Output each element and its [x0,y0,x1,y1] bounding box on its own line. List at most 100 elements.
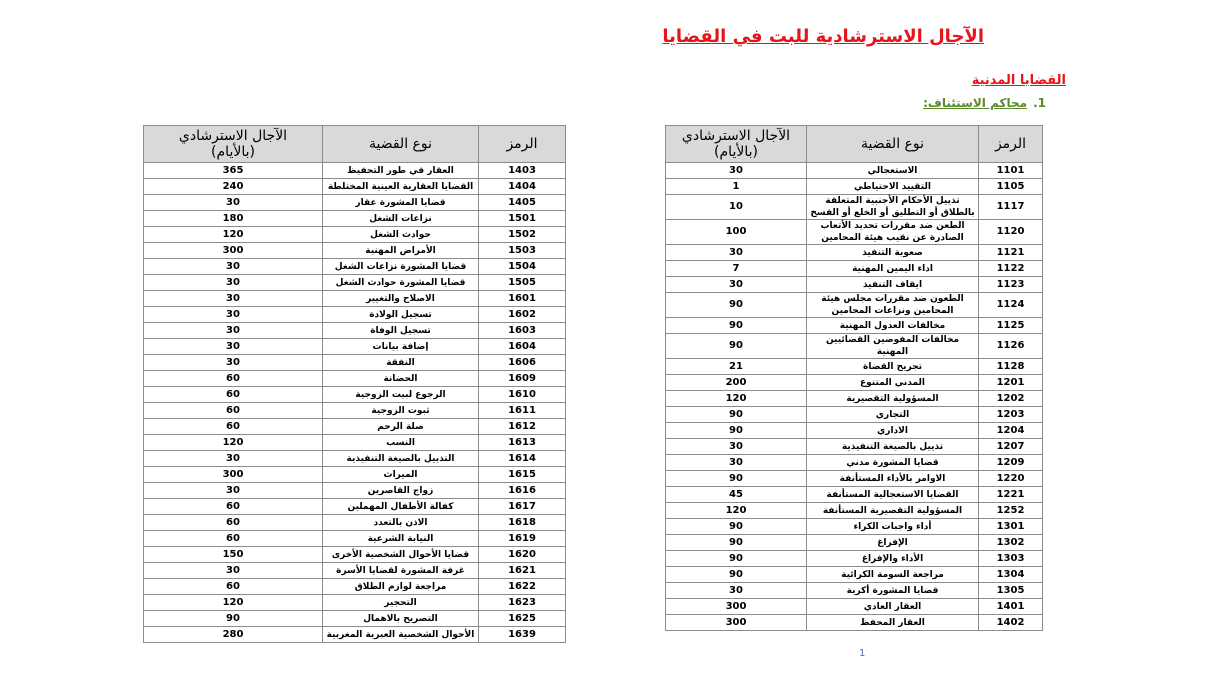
case-code: 1220 [978,470,1043,487]
case-code: 1620 [478,546,566,563]
case-type: تسجيل الوفاة [322,322,479,339]
case-code: 1204 [978,422,1043,439]
case-type: مخالفات العدول المهنية [806,317,979,334]
days: 90 [665,534,807,551]
days: 120 [143,594,323,611]
days: 280 [143,626,323,643]
case-type: زواج القاصرين [322,482,479,499]
table-row: 1304 مراجعة السومة الكرائية 90 [665,566,1043,583]
table-row: 1204 الاداري 90 [665,422,1043,439]
case-code: 1618 [478,514,566,531]
section-title: القضايا المدنية [971,73,1066,88]
table-row: 1305 قضايا المشورة أكرية 30 [665,582,1043,599]
days: 7 [665,260,807,277]
case-code: 1404 [478,178,566,195]
days: 60 [143,370,323,387]
case-type: قضايا المشورة حوادث الشغل [322,274,479,291]
days: 30 [143,338,323,355]
case-code: 1502 [478,226,566,243]
case-code: 1123 [978,276,1043,293]
table-row: 1252 المسؤولية التقصيرية المستأنفة 120 [665,502,1043,519]
table-header: الرمز نوع القضية الآجال الاسترشادي (بالأيام… [665,125,1043,163]
case-type: اداء اليمين المهنية [806,260,979,277]
case-code: 1120 [978,219,1043,245]
case-code: 1117 [978,194,1043,220]
case-code: 1302 [978,534,1043,551]
case-code: 1209 [978,454,1043,471]
table-row: 1505 قضايا المشورة حوادث الشغل 30 [143,274,566,291]
case-type: القضايا الاستعجالية المستأنفة [806,486,979,503]
case-type: النسب [322,434,479,451]
case-code: 1614 [478,450,566,467]
days: 30 [665,438,807,455]
case-type: قضايا الأحوال الشخصية الأخرى [322,546,479,563]
days: 30 [143,290,323,307]
days: 120 [143,434,323,451]
case-code: 1612 [478,418,566,435]
case-type: تذييل الأحكام الأجنبية المتعلقة بالطلاق … [806,194,979,220]
days: 30 [143,306,323,323]
case-type: القضايا العقارية العينية المختلطة [322,178,479,195]
days: 240 [143,178,323,195]
case-type: قضايا المشورة نزاعات الشغل [322,258,479,275]
days: 60 [143,578,323,595]
table-row: 1623 التحجير 120 [143,594,566,611]
table-row: 1502 حوادث الشغل 120 [143,226,566,243]
days: 120 [665,502,807,519]
case-type: مراجعة لوازم الطلاق [322,578,479,595]
table-row: 1618 الاذن بالتعدد 60 [143,514,566,531]
case-code: 1403 [478,162,566,179]
column-header: الآجال الاسترشادي (بالأيام) [665,125,807,163]
table-row: 1621 غرفة المشورة لقضايا الأسرة 30 [143,562,566,579]
case-code: 1252 [978,502,1043,519]
header-row: الرمز نوع القضية الآجال الاسترشادي (بالأيام… [665,125,1043,163]
case-code: 1405 [478,194,566,211]
subsection-number: 1. [1033,96,1046,110]
days: 30 [143,274,323,291]
subsection: 1. محاكم الاستئناف: [923,96,1046,110]
case-type: قضايا المشورة عقار [322,194,479,211]
table-row: 1613 النسب 120 [143,434,566,451]
table-body: 1101 الاستعجالي 30 1105 التقييد الاحتياطي 1 11… [665,162,1043,631]
table-row: 1639 الأحوال الشخصية العبرية المغربية 280 [143,626,566,643]
table-row: 1201 المدني المتنوع 200 [665,374,1043,391]
case-type: ايقاف التنفيذ [806,276,979,293]
table-row: 1123 ايقاف التنفيذ 30 [665,276,1043,293]
case-type: الطعون ضد مقررات مجلس هيئة المحامين ونزا… [806,292,979,318]
case-type: التحجير [322,594,479,611]
table-body: 1403 العقار في طور التحفيظ 365 1404 القضايا … [143,162,566,643]
table-row: 1612 صلة الرحم 60 [143,418,566,435]
table-row: 1128 تجريح القضاة 21 [665,358,1043,375]
days: 90 [665,550,807,567]
days: 30 [665,276,807,293]
case-type: مراجعة السومة الكرائية [806,566,979,583]
case-code: 1619 [478,530,566,547]
table-row: 1124 الطعون ضد مقررات مجلس هيئة المحامين … [665,292,1043,318]
days: 30 [143,322,323,339]
table-row: 1221 القضايا الاستعجالية المستأنفة 45 [665,486,1043,503]
days: 200 [665,374,807,391]
case-type: غرفة المشورة لقضايا الأسرة [322,562,479,579]
case-type: المسؤولية التقصيرية [806,390,979,407]
column-header: الآجال الاسترشادي (بالأيام) [143,125,323,163]
case-type: الاداري [806,422,979,439]
days: 60 [143,386,323,403]
case-type: صلة الرحم [322,418,479,435]
case-code: 1402 [978,614,1043,631]
table-row: 1617 كفالة الأطفال المهملين 60 [143,498,566,515]
days: 300 [143,466,323,483]
case-code: 1124 [978,292,1043,318]
column-header: الرمز [978,125,1043,163]
case-code: 1625 [478,610,566,627]
table-row: 1606 النفقة 30 [143,354,566,371]
table-row: 1601 الاصلاح والتغيير 30 [143,290,566,307]
days: 90 [665,406,807,423]
case-code: 1203 [978,406,1043,423]
days: 300 [665,598,807,615]
table-row: 1303 الأداء والإفراغ 90 [665,550,1043,567]
table-row: 1403 العقار في طور التحفيظ 365 [143,162,566,179]
days: 60 [143,402,323,419]
page-title: الآجال الاسترشادية للبت في القضايا [662,26,984,47]
table-row: 1616 زواج القاصرين 30 [143,482,566,499]
days: 90 [665,470,807,487]
